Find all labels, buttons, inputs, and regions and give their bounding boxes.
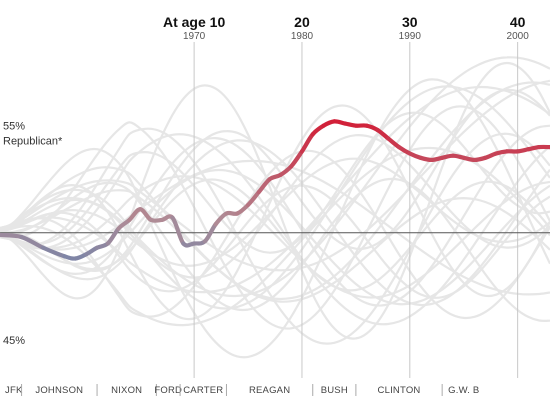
highlighted-series-segment <box>0 235 22 237</box>
y-tick-label: 55% <box>3 121 25 133</box>
age-marker-year: 1990 <box>399 31 422 42</box>
president-label: JFK <box>5 385 23 396</box>
president-label: JOHNSON <box>35 385 83 396</box>
age-marker-year: 1980 <box>291 31 314 42</box>
president-label: NIXON <box>111 385 142 396</box>
president-label: CARTER <box>183 385 223 396</box>
age-marker-year: 2000 <box>507 31 530 42</box>
president-label: G.W. B <box>448 385 479 396</box>
age-marker-label: 30 <box>402 14 418 30</box>
president-label: CLINTON <box>378 385 421 396</box>
age-marker-year: 1970 <box>183 31 206 42</box>
age-marker-label: At age 10 <box>163 14 225 30</box>
background-lines <box>0 57 550 357</box>
background-cohort-line <box>0 105 550 319</box>
republican-annotation: Republican* <box>3 136 63 148</box>
president-label: FORD <box>154 385 182 396</box>
age-marker-label: 20 <box>294 14 310 30</box>
president-label: BUSH <box>321 385 348 396</box>
background-cohort-line <box>0 90 550 271</box>
president-timeline: JFK JOHNSON NIXON FORD CARTER REAGAN BUSH CLINT… <box>5 384 479 396</box>
president-label: REAGAN <box>249 385 290 396</box>
age-marker-label: 40 <box>510 14 526 30</box>
y-tick-label: 45% <box>3 335 25 347</box>
